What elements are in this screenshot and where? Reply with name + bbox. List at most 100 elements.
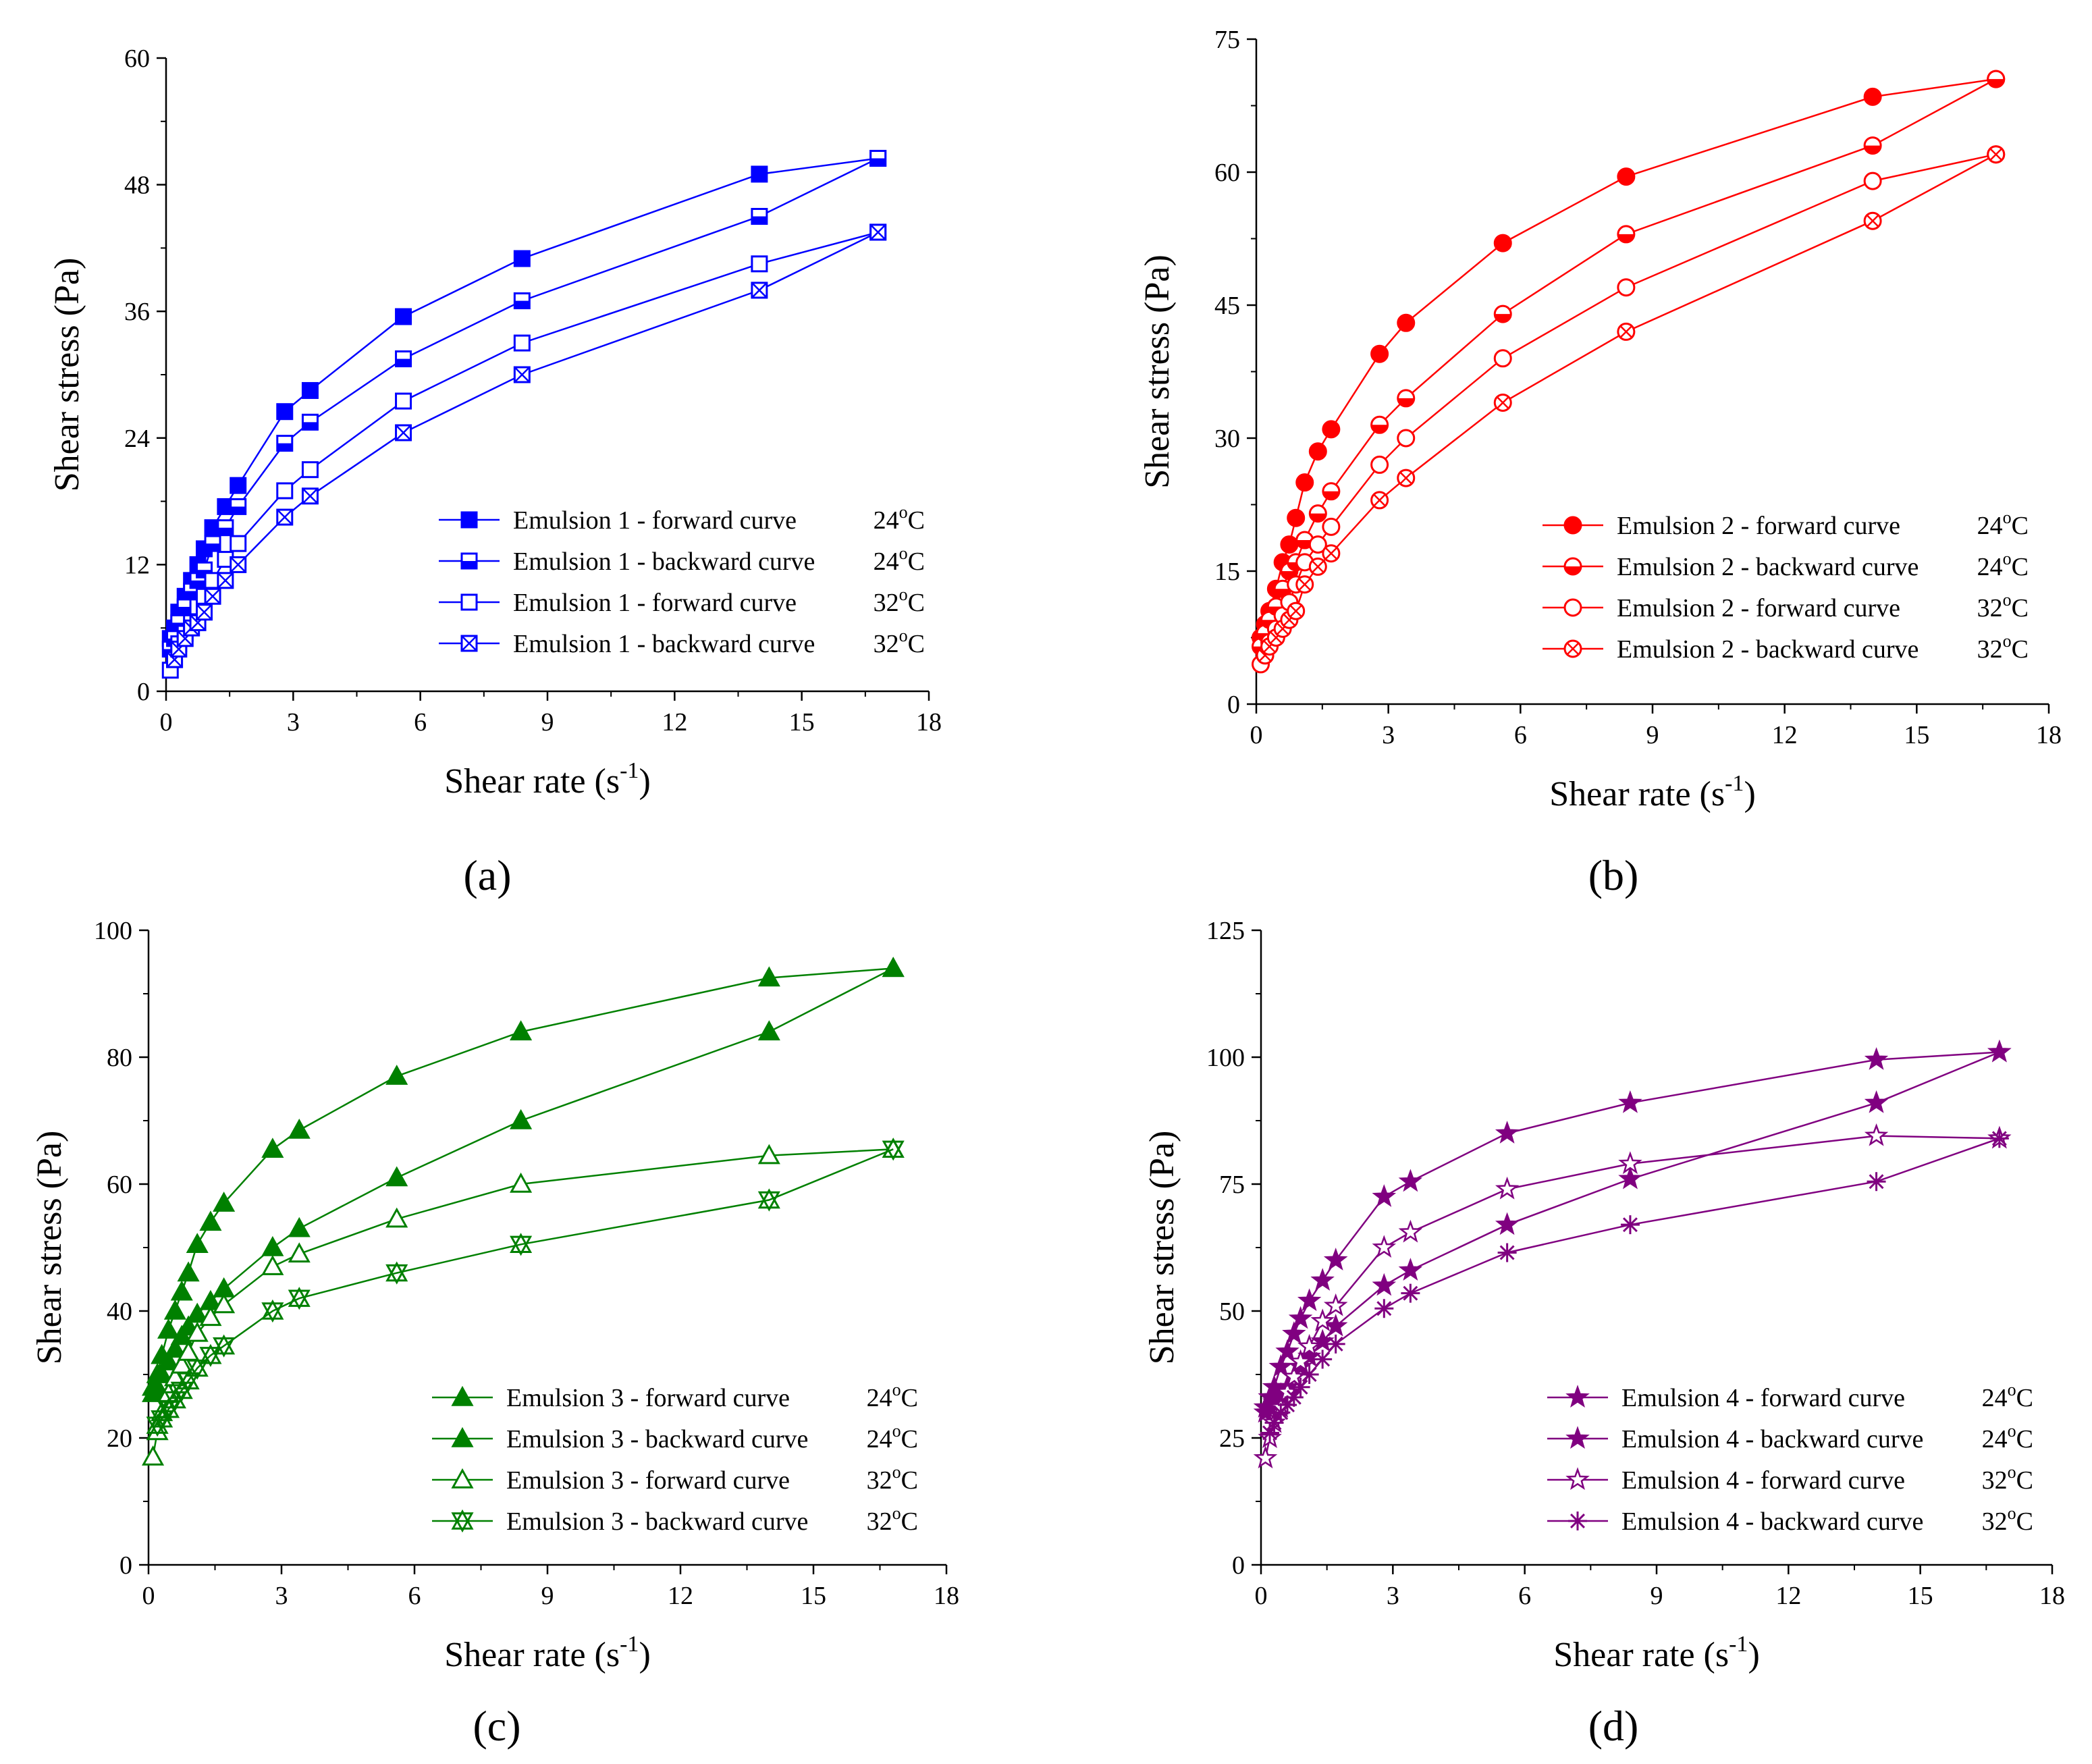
data-point — [1264, 1413, 1284, 1433]
degree-symbol: o — [2003, 631, 2012, 651]
legend-marker — [460, 511, 478, 529]
data-point — [1282, 1321, 1306, 1344]
x-axis-title-exponent: -1 — [1725, 771, 1744, 796]
data-point — [1323, 1313, 1348, 1337]
series-line — [157, 1148, 894, 1426]
data-point — [146, 1420, 169, 1441]
data-point — [1617, 322, 1636, 341]
data-point — [163, 1337, 186, 1358]
data-point — [199, 1210, 222, 1231]
y-tick-label: 75 — [1219, 1171, 1245, 1199]
data-point — [1618, 1166, 1642, 1190]
data-point — [1288, 1349, 1313, 1372]
data-point — [1310, 1308, 1335, 1332]
legend-temperature: 24oC — [874, 543, 925, 576]
legend-marker — [451, 1426, 474, 1447]
y-tick-label: 100 — [94, 917, 132, 945]
celsius-unit: C — [2016, 1507, 2033, 1536]
degree-symbol: o — [899, 543, 908, 563]
data-point — [217, 519, 234, 537]
legend-marker — [460, 635, 478, 652]
legend-marker — [451, 1509, 474, 1533]
series-filled-star — [1253, 1039, 2012, 1418]
y-tick-label: 100 — [1206, 1044, 1245, 1072]
data-point — [170, 1280, 193, 1301]
x-tick-label: 0 — [142, 1582, 155, 1610]
data-point — [176, 630, 194, 647]
degree-symbol: o — [2008, 1421, 2016, 1441]
legend-marker — [460, 552, 478, 570]
data-point — [1323, 1248, 1348, 1271]
legend-temperature: 24oC — [1982, 1380, 2033, 1412]
x-tick-label: 15 — [801, 1582, 826, 1610]
series-line — [152, 967, 894, 1388]
data-point — [395, 350, 412, 368]
data-point — [751, 282, 768, 299]
legend-temperature-value: 24 — [867, 1384, 892, 1412]
data-point — [1493, 393, 1512, 412]
degree-symbol: o — [2003, 549, 2012, 568]
data-point — [869, 150, 887, 167]
y-tick-label: 125 — [1206, 917, 1245, 945]
data-point — [1863, 171, 1882, 190]
data-point — [186, 1321, 209, 1342]
y-tick-label: 0 — [137, 678, 150, 706]
legend-label: Emulsion 3 - backward curve — [506, 1507, 808, 1536]
data-point — [510, 1108, 533, 1129]
legend-temperature: 32oC — [1982, 1503, 2033, 1536]
legend-temperature: 24oC — [874, 502, 925, 535]
legend-marker — [451, 1468, 474, 1489]
data-point — [1295, 531, 1314, 550]
x-axis-title-close: ) — [1744, 775, 1755, 813]
x-tick-label: 15 — [1904, 721, 1929, 749]
data-point — [1322, 420, 1341, 439]
legend-temperature-value: 24 — [874, 547, 899, 576]
y-tick-label: 45 — [1214, 292, 1240, 320]
y-tick-label: 50 — [1219, 1298, 1245, 1326]
x-tick-label: 6 — [414, 708, 427, 737]
legend-temperature-value: 24 — [1977, 553, 2003, 581]
x-tick-label: 0 — [1255, 1582, 1268, 1610]
data-point — [1495, 1121, 1520, 1144]
celsius-unit: C — [901, 1384, 918, 1412]
x-tick-label: 9 — [541, 708, 554, 737]
x-tick-label: 9 — [541, 1582, 554, 1610]
x-axis-title-main: Shear rate (s — [444, 1636, 620, 1674]
data-point — [1295, 473, 1314, 492]
data-point — [288, 1217, 311, 1237]
legend-label: Emulsion 3 - forward curve — [506, 1384, 790, 1412]
degree-symbol: o — [2008, 1462, 2016, 1482]
data-point — [1308, 535, 1327, 554]
data-point — [276, 403, 294, 421]
y-axis-title: Shear stress (Pa) — [1138, 255, 1177, 489]
data-point — [1273, 579, 1292, 598]
panel-label: (a) — [463, 851, 511, 899]
data-point — [1253, 1445, 1278, 1469]
data-point — [196, 604, 213, 621]
data-point — [1370, 415, 1389, 434]
data-point — [1287, 508, 1306, 527]
data-point — [261, 1138, 284, 1158]
legend-temperature-value: 24 — [1977, 512, 2003, 540]
data-point — [513, 292, 531, 310]
data-point — [1323, 1293, 1348, 1316]
legend-label: Emulsion 2 - backward curve — [1617, 635, 1919, 664]
data-point — [1497, 1243, 1517, 1262]
celsius-unit: C — [2016, 1466, 2033, 1495]
data-point — [1280, 535, 1299, 554]
data-point — [395, 424, 412, 442]
y-tick-label: 60 — [124, 45, 150, 73]
data-point — [1372, 1184, 1397, 1207]
data-point — [261, 1235, 284, 1256]
legend-temperature: 32oC — [1982, 1462, 2033, 1495]
data-point — [146, 1375, 169, 1396]
legend-temperature-value: 32 — [1977, 594, 2003, 622]
degree-symbol: o — [2008, 1503, 2016, 1523]
degree-symbol: o — [2008, 1380, 2016, 1399]
x-tick-label: 3 — [1382, 721, 1395, 749]
data-point — [301, 487, 319, 505]
data-point — [1370, 344, 1389, 363]
data-point — [1398, 1219, 1423, 1243]
series-asterisk — [1260, 1129, 2009, 1443]
legend-temperature-value: 24 — [874, 506, 899, 535]
